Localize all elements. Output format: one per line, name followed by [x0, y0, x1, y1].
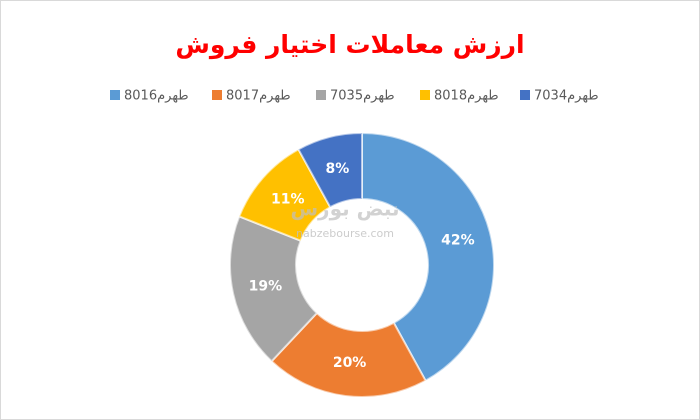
legend-label: طهرم8018	[434, 89, 499, 104]
legend-label: طهرم7035	[330, 89, 395, 104]
data-label: 11%	[271, 192, 305, 208]
legend-swatch	[212, 90, 222, 100]
doughnut-segment	[361, 131, 495, 383]
doughnut-segment	[297, 131, 363, 209]
legend-label: طهرم8017	[226, 89, 291, 104]
legend-swatch	[520, 90, 530, 100]
watermark: nabzebourse.com	[296, 227, 394, 240]
watermark: نبض بورس	[290, 197, 399, 221]
data-label: 20%	[333, 355, 367, 371]
chart-title: ارزش معاملات اختیار فروش	[175, 30, 524, 60]
legend-label: طهرم8016	[124, 89, 189, 104]
legend-swatch	[420, 90, 430, 100]
data-label: 8%	[325, 161, 349, 177]
doughnut-segment	[229, 215, 319, 363]
legend-swatch	[316, 90, 326, 100]
data-label: 19%	[249, 279, 283, 295]
legend-label: طهرم7034	[534, 89, 599, 104]
data-label: 42%	[441, 232, 475, 248]
legend-swatch	[110, 90, 120, 100]
doughnut-segment	[270, 311, 427, 398]
